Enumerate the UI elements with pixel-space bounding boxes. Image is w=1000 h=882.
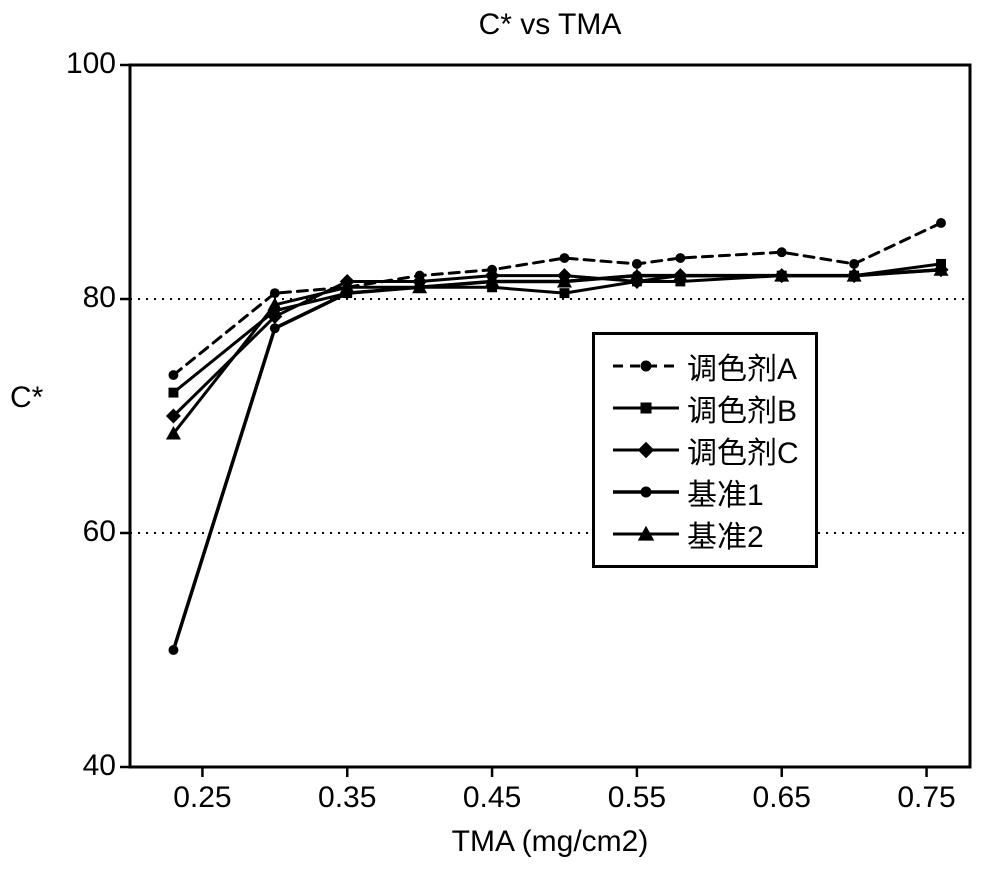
xtick-label: 0.55	[597, 781, 677, 815]
legend-label: 基准2	[687, 512, 764, 556]
series-3	[168, 265, 945, 655]
legend-item: 调色剂C	[611, 429, 799, 471]
ytick-label: 80	[83, 281, 116, 315]
legend: 调色剂A调色剂B调色剂C基准1基准2	[592, 332, 818, 568]
legend-item: 基准1	[611, 471, 799, 513]
legend-swatch-1	[611, 387, 681, 429]
legend-item: 调色剂B	[611, 387, 799, 429]
legend-swatch-3	[611, 471, 681, 513]
series-2	[166, 262, 949, 423]
legend-item: 调色剂A	[611, 345, 799, 387]
legend-swatch-4	[611, 513, 681, 555]
legend-label: 基准1	[687, 470, 764, 514]
legend-label: 调色剂C	[687, 428, 799, 472]
xtick-label: 0.25	[162, 781, 242, 815]
legend-swatch-0	[611, 345, 681, 387]
ytick-label: 60	[83, 515, 116, 549]
chart-container: C* vs TMA C* TMA (mg/cm2) 调色剂A调色剂B调色剂C基准…	[0, 0, 1000, 882]
ytick-label: 40	[83, 749, 116, 783]
xtick-label: 0.45	[452, 781, 532, 815]
legend-item: 基准2	[611, 513, 799, 555]
xtick-label: 0.35	[307, 781, 387, 815]
series-4	[166, 262, 949, 439]
xtick-label: 0.75	[887, 781, 967, 815]
ytick-label: 100	[66, 47, 116, 81]
legend-label: 调色剂B	[687, 386, 797, 430]
legend-swatch-2	[611, 429, 681, 471]
legend-label: 调色剂A	[687, 344, 797, 388]
chart-svg	[0, 0, 1000, 882]
xtick-label: 0.65	[742, 781, 822, 815]
series-0	[168, 218, 945, 380]
